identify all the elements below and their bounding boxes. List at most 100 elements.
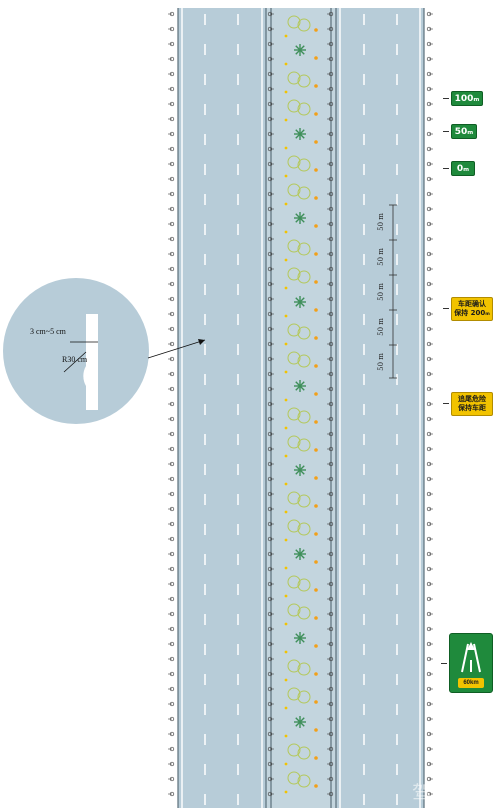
sign-pointer-exit — [441, 663, 447, 664]
tree-canopy — [287, 239, 301, 253]
flower-dot — [314, 616, 318, 620]
tree-canopy — [297, 242, 311, 256]
shrub-leaf — [299, 469, 305, 475]
flower-dot — [284, 34, 288, 38]
flower-dot — [314, 84, 318, 88]
shrub-leaf — [299, 549, 305, 555]
watermark: 驾考宝典 — [412, 781, 492, 805]
tree-canopy — [297, 606, 311, 620]
shrub-leaf — [295, 717, 301, 723]
flower-dot — [314, 140, 318, 144]
tree-canopy — [297, 438, 311, 452]
tree-canopy — [287, 519, 301, 533]
shrub-star — [294, 380, 306, 392]
flower-dot — [314, 644, 318, 648]
distance-confirm-line1: 车距确认 — [458, 300, 486, 308]
flower-dot — [314, 448, 318, 452]
left-carriageway — [178, 8, 266, 808]
shrub-leaf — [299, 553, 305, 559]
detail-circle — [3, 278, 149, 424]
distance-confirm-sign: 车距确认 保持 200ₘ — [451, 297, 493, 321]
tree-canopy — [287, 659, 301, 673]
callout-arrow-line — [147, 339, 206, 359]
tree-canopy — [287, 771, 301, 785]
flower-dot — [284, 734, 288, 738]
shrub-leaf — [299, 133, 305, 139]
flower-dot — [284, 398, 288, 402]
tree-canopy — [287, 99, 301, 113]
sign-pointer-50 — [443, 131, 449, 132]
shrub-leaf — [295, 45, 301, 51]
flower-dot — [284, 650, 288, 654]
width-label: 3 cm~5 cm — [30, 327, 66, 336]
flower-dot — [284, 510, 288, 514]
tree-canopy — [297, 326, 311, 340]
detail-radius-line — [63, 351, 87, 373]
flower-dot — [314, 392, 318, 396]
shrub-leaf — [295, 637, 301, 643]
shrub-star — [294, 716, 306, 728]
flower-dot — [284, 286, 288, 290]
speed-limit-label: 60km — [458, 678, 484, 688]
shrub-leaf — [299, 301, 305, 307]
tree-canopy — [287, 71, 301, 85]
shrub-leaf — [295, 633, 301, 639]
shrub-leaf — [295, 301, 301, 307]
tree-canopy — [297, 102, 311, 116]
distance-label-5: 50 m — [376, 353, 385, 371]
shrub-leaf — [295, 465, 301, 471]
tree-canopy — [287, 267, 301, 281]
tree-canopy — [297, 354, 311, 368]
tree-canopy — [287, 351, 301, 365]
tree-canopy — [297, 158, 311, 172]
flower-dot — [284, 314, 288, 318]
tree-canopy — [297, 774, 311, 788]
flower-dot — [284, 594, 288, 598]
tree-canopy — [297, 494, 311, 508]
shrub-leaf — [295, 385, 301, 391]
flower-dot — [314, 56, 318, 60]
rear-end-warning-sign: 追尾危险 保持车距 — [451, 392, 493, 416]
flower-dot — [284, 678, 288, 682]
shrub-leaf — [299, 129, 305, 135]
shrub-leaf — [295, 297, 301, 303]
distance-sign-50: 50ₘ — [451, 124, 477, 139]
tree-canopy — [297, 746, 311, 760]
tree-canopy — [297, 74, 311, 88]
shrub-star — [294, 296, 306, 308]
flower-dot — [314, 588, 318, 592]
detail-line-marking — [86, 314, 98, 410]
tree-canopy — [287, 687, 301, 701]
flower-dot — [284, 482, 288, 486]
edge-lines — [177, 8, 425, 808]
tree-canopy — [287, 743, 301, 757]
tree-canopy — [287, 575, 301, 589]
tree-canopy — [297, 270, 311, 284]
median-strip — [266, 8, 336, 808]
tree-canopy — [287, 323, 301, 337]
flower-dot — [284, 538, 288, 542]
flower-dot — [314, 504, 318, 508]
shrub-leaf — [299, 633, 305, 639]
flower-dot — [314, 308, 318, 312]
flower-dot — [314, 784, 318, 788]
distance-sign-0-text: 0ₘ — [456, 163, 470, 174]
shrub-leaf — [295, 721, 301, 727]
tree-canopy — [297, 578, 311, 592]
flower-dot — [284, 174, 288, 178]
right-carriageway — [336, 8, 424, 808]
tree-canopy — [287, 155, 301, 169]
distance-sign-100: 100ₘ — [451, 91, 483, 106]
flower-dot — [314, 112, 318, 116]
shrub-star — [294, 212, 306, 224]
flower-dot — [284, 426, 288, 430]
shrub-leaf — [295, 469, 301, 475]
flower-dot — [284, 342, 288, 346]
sign-pointer-distance-confirm — [443, 308, 449, 309]
distance-bracket — [389, 204, 397, 379]
shrub-leaf — [295, 217, 301, 223]
shrub-leaf — [295, 129, 301, 135]
distance-sign-50-text: 50ₘ — [454, 126, 474, 137]
radius-label: R30 cm — [62, 355, 88, 364]
flower-dot — [314, 420, 318, 424]
